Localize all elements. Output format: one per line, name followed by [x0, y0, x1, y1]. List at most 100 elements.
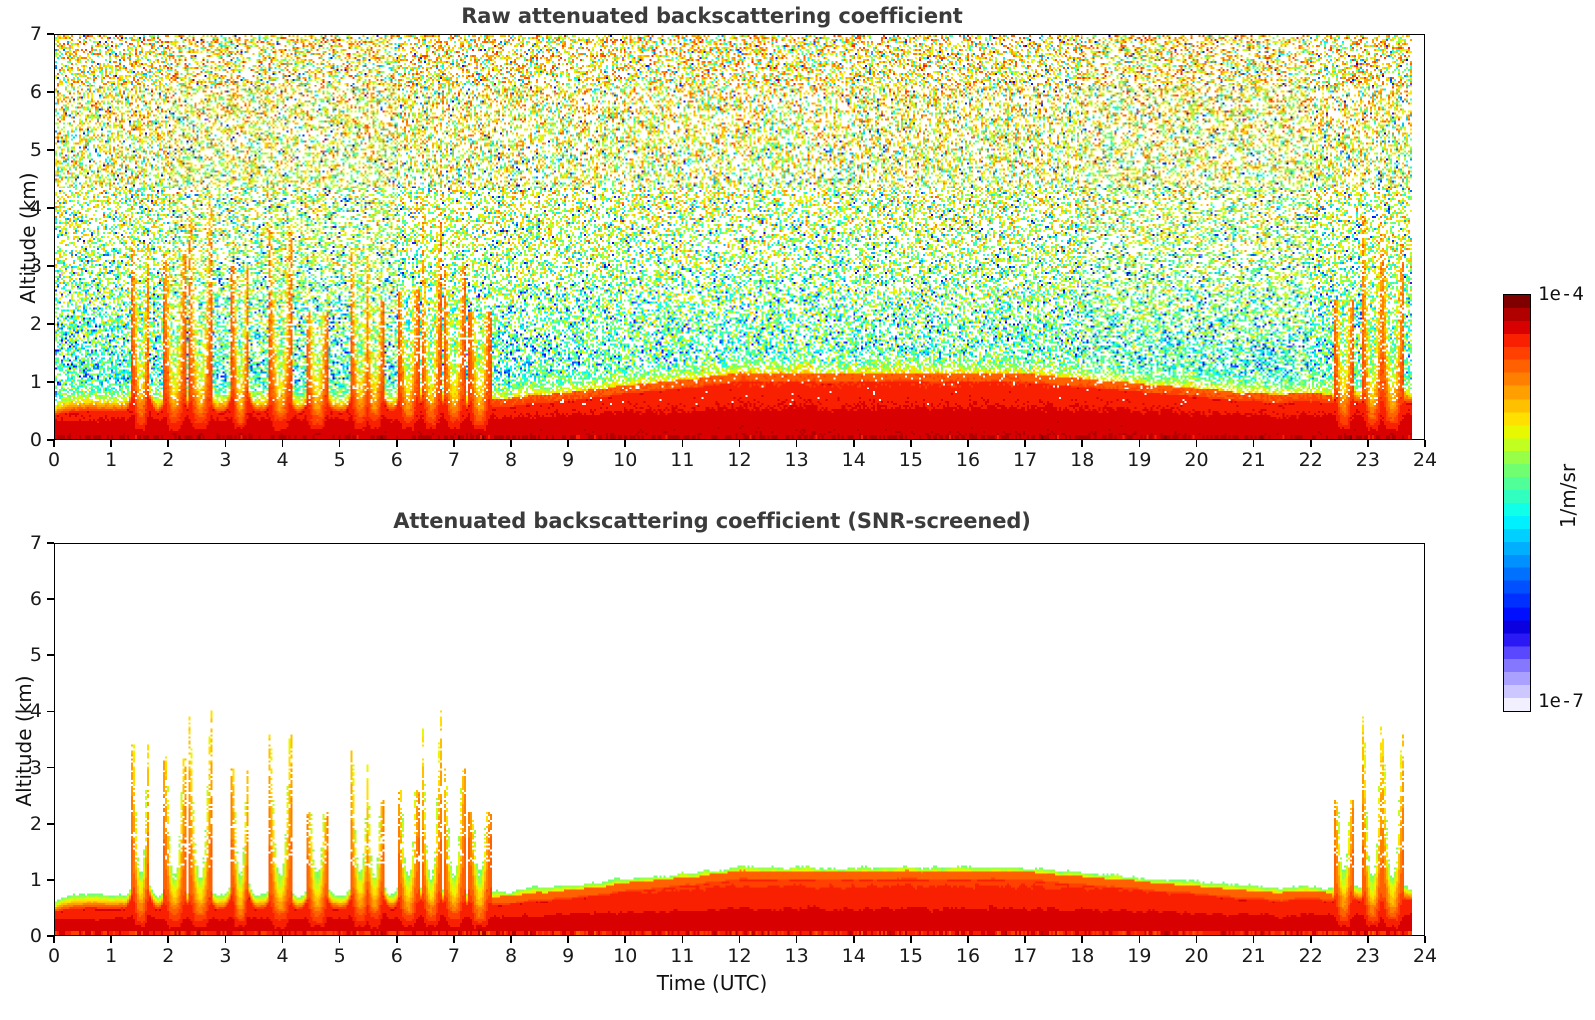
- panel-raw: Raw attenuated backscattering coefficien…: [0, 0, 1595, 500]
- x-tick-label: 0: [47, 945, 61, 967]
- x-tick: [510, 936, 512, 943]
- x-tick-label: 5: [333, 449, 346, 471]
- x-tick: [510, 440, 512, 447]
- x-tick-label: 20: [1184, 945, 1209, 967]
- x-tick: [110, 936, 112, 943]
- x-tick: [1309, 440, 1312, 447]
- x-tick: [224, 936, 227, 943]
- x-tick-label: 4: [276, 945, 289, 967]
- x-tick-label: 17: [1013, 449, 1038, 471]
- x-tick-label: 10: [613, 449, 638, 471]
- x-tick: [167, 440, 170, 447]
- x-tick: [738, 440, 741, 447]
- x-tick-label: 11: [670, 449, 695, 471]
- x-tick: [281, 936, 284, 943]
- panel-screened-plot-area: [54, 543, 1425, 936]
- x-tick: [795, 936, 798, 943]
- y-tick: [47, 265, 54, 267]
- x-tick-label: 2: [162, 945, 175, 967]
- y-tick: [47, 149, 54, 151]
- x-tick-label: 2: [162, 449, 175, 471]
- x-tick-label: 14: [841, 945, 866, 967]
- x-tick: [1024, 936, 1026, 943]
- x-tick-label: 21: [1241, 449, 1266, 471]
- x-tick: [738, 936, 741, 943]
- y-tick: [47, 207, 54, 209]
- y-tick-label: 0: [29, 429, 42, 451]
- x-tick: [681, 440, 684, 447]
- x-tick-label: 1: [105, 449, 118, 471]
- x-tick: [1081, 440, 1084, 447]
- x-tick-label: 23: [1355, 945, 1380, 967]
- y-tick: [47, 822, 54, 825]
- x-tick-label: 18: [1070, 449, 1095, 471]
- y-tick-label: 0: [29, 925, 42, 947]
- x-tick: [910, 936, 912, 943]
- panel-raw-ylabel: Altitude (km): [16, 172, 40, 304]
- x-tick-label: 21: [1241, 945, 1266, 967]
- y-tick-label: 4: [29, 700, 42, 723]
- panel-screened-xlabel: Time (UTC): [656, 971, 768, 995]
- x-tick-label: 19: [1127, 449, 1152, 471]
- x-tick: [1367, 440, 1369, 447]
- x-tick-label: 8: [504, 449, 518, 471]
- x-tick-label: 12: [727, 945, 752, 967]
- colorbar: 1e-4 1e-7 1/m/sr: [1500, 283, 1595, 718]
- x-tick-label: 5: [333, 945, 346, 967]
- y-tick-label: 7: [29, 532, 42, 554]
- x-tick: [795, 440, 798, 447]
- y-tick: [47, 766, 54, 769]
- x-tick: [1195, 936, 1198, 943]
- y-tick: [47, 542, 54, 544]
- x-tick-label: 11: [670, 945, 695, 967]
- x-tick: [338, 440, 341, 447]
- x-tick: [567, 440, 569, 447]
- panel-screened-title: Attenuated backscattering coefficient (S…: [393, 509, 1031, 533]
- x-tick: [852, 440, 855, 447]
- x-tick: [1424, 440, 1426, 447]
- x-tick-label: 24: [1412, 449, 1438, 471]
- x-tick: [967, 440, 969, 447]
- x-tick-label: 10: [613, 945, 638, 967]
- panel-raw-plot-area: [54, 34, 1425, 440]
- x-tick-label: 19: [1127, 945, 1152, 967]
- x-tick-label: 15: [898, 945, 923, 967]
- y-tick-label: 5: [29, 644, 42, 667]
- x-tick-label: 23: [1355, 449, 1380, 471]
- y-tick: [47, 439, 54, 441]
- x-tick-label: 9: [562, 449, 575, 471]
- panel-raw-title: Raw attenuated backscattering coefficien…: [461, 4, 963, 28]
- y-tick-label: 1: [29, 371, 42, 393]
- x-tick: [53, 440, 55, 447]
- colorbar-gradient: [1503, 294, 1531, 712]
- x-tick: [224, 440, 227, 447]
- y-tick: [47, 935, 54, 937]
- x-tick: [1195, 440, 1198, 447]
- x-tick-label: 1: [105, 945, 118, 967]
- x-tick-label: 13: [784, 449, 809, 471]
- x-tick: [453, 440, 455, 447]
- y-tick: [47, 710, 54, 713]
- x-tick: [281, 440, 284, 447]
- panel-screened: Attenuated backscattering coefficient (S…: [0, 505, 1595, 1020]
- y-tick-label: 4: [29, 197, 42, 219]
- x-tick-label: 16: [955, 449, 981, 471]
- x-tick-label: 20: [1184, 449, 1209, 471]
- y-tick: [47, 654, 54, 657]
- x-tick-label: 9: [562, 945, 575, 967]
- y-tick-label: 1: [29, 868, 42, 891]
- x-tick: [395, 440, 398, 447]
- colorbar-label-top: 1e-4: [1538, 283, 1584, 305]
- x-tick: [110, 440, 112, 447]
- x-tick-label: 7: [447, 449, 460, 471]
- y-tick: [47, 381, 54, 383]
- x-tick: [1309, 936, 1312, 943]
- x-tick-label: 12: [727, 449, 752, 471]
- x-tick: [567, 936, 569, 943]
- x-tick-label: 3: [219, 449, 232, 471]
- y-tick-label: 2: [29, 812, 42, 835]
- y-tick: [47, 33, 54, 35]
- x-tick: [967, 936, 969, 943]
- panel-raw-heatmap: [55, 35, 1424, 439]
